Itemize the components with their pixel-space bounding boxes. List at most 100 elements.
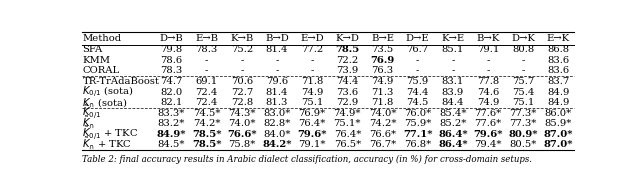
Text: 77.3*: 77.3* <box>509 109 537 118</box>
Text: 79.6*: 79.6* <box>474 130 503 139</box>
Text: K→E: K→E <box>442 34 465 43</box>
Text: -: - <box>240 56 243 65</box>
Text: -: - <box>486 56 490 65</box>
Text: 82.0: 82.0 <box>160 87 182 97</box>
Text: $\tilde{K}_{0/1}$ + TKC: $\tilde{K}_{0/1}$ + TKC <box>83 125 139 143</box>
Text: 80.8: 80.8 <box>512 45 534 54</box>
Text: 77.8: 77.8 <box>477 77 499 86</box>
Text: 85.1: 85.1 <box>442 45 464 54</box>
Text: 74.7: 74.7 <box>160 77 182 86</box>
Text: 75.1: 75.1 <box>512 98 534 107</box>
Text: 78.5*: 78.5* <box>192 140 221 149</box>
Text: 83.7: 83.7 <box>547 77 570 86</box>
Text: 85.2*: 85.2* <box>439 119 467 128</box>
Text: 80.9*: 80.9* <box>508 130 538 139</box>
Text: 74.5*: 74.5* <box>193 109 220 118</box>
Text: 75.4: 75.4 <box>512 87 534 97</box>
Text: B→K: B→K <box>476 34 500 43</box>
Text: 78.5*: 78.5* <box>192 130 221 139</box>
Text: 75.1: 75.1 <box>301 98 323 107</box>
Text: $K_{\cap}$ (sota): $K_{\cap}$ (sota) <box>83 96 128 110</box>
Text: Table 2: final accuracy results in Arabic dialect classification, accuracy (in %: Table 2: final accuracy results in Arabi… <box>83 154 532 164</box>
Text: 72.2: 72.2 <box>336 56 358 65</box>
Text: 72.7: 72.7 <box>230 87 253 97</box>
Text: 74.9: 74.9 <box>477 98 499 107</box>
Text: 83.9: 83.9 <box>442 87 464 97</box>
Text: 81.4: 81.4 <box>266 87 288 97</box>
Text: 86.4*: 86.4* <box>438 140 468 149</box>
Text: -: - <box>486 66 490 75</box>
Text: Method: Method <box>83 34 122 43</box>
Text: 83.3*: 83.3* <box>157 109 185 118</box>
Text: 76.7*: 76.7* <box>369 140 396 149</box>
Text: 77.2: 77.2 <box>301 45 323 54</box>
Text: SFA: SFA <box>83 45 103 54</box>
Text: 70.6: 70.6 <box>230 77 253 86</box>
Text: K→B: K→B <box>230 34 253 43</box>
Text: 84.5*: 84.5* <box>157 140 185 149</box>
Text: -: - <box>416 66 419 75</box>
Text: 74.5: 74.5 <box>406 98 429 107</box>
Text: 86.0*: 86.0* <box>545 109 572 118</box>
Text: 72.4: 72.4 <box>195 98 218 107</box>
Text: -: - <box>310 66 314 75</box>
Text: 74.2*: 74.2* <box>369 119 396 128</box>
Text: 78.6: 78.6 <box>161 56 182 65</box>
Text: 71.8: 71.8 <box>371 98 394 107</box>
Text: 76.4*: 76.4* <box>333 130 361 139</box>
Text: 81.4: 81.4 <box>266 45 288 54</box>
Text: 76.9: 76.9 <box>371 56 395 65</box>
Text: E→K: E→K <box>547 34 570 43</box>
Text: 82.1: 82.1 <box>160 98 182 107</box>
Text: 74.9: 74.9 <box>371 77 394 86</box>
Text: $K_{0/1}$ (sota): $K_{0/1}$ (sota) <box>83 85 134 100</box>
Text: 79.6*: 79.6* <box>298 130 327 139</box>
Text: -: - <box>275 56 278 65</box>
Text: $\tilde{K}_{\cap}$ + TKC: $\tilde{K}_{\cap}$ + TKC <box>83 136 132 154</box>
Text: 85.4*: 85.4* <box>439 109 467 118</box>
Text: 78.3: 78.3 <box>195 45 218 54</box>
Text: 73.9: 73.9 <box>336 66 358 75</box>
Text: TR-TrAdaBoost: TR-TrAdaBoost <box>83 77 159 86</box>
Text: 84.9: 84.9 <box>547 87 570 97</box>
Text: -: - <box>310 56 314 65</box>
Text: 75.8*: 75.8* <box>228 140 255 149</box>
Text: 82.8*: 82.8* <box>263 119 291 128</box>
Text: B→D: B→D <box>265 34 289 43</box>
Text: 84.4: 84.4 <box>442 98 464 107</box>
Text: 79.6: 79.6 <box>266 77 288 86</box>
Text: -: - <box>522 66 525 75</box>
Text: -: - <box>522 56 525 65</box>
Text: 74.9*: 74.9* <box>333 109 361 118</box>
Text: E→D: E→D <box>300 34 324 43</box>
Text: -: - <box>451 66 454 75</box>
Text: 77.6*: 77.6* <box>474 109 502 118</box>
Text: 74.0*: 74.0* <box>228 119 255 128</box>
Text: CORAL: CORAL <box>83 66 120 75</box>
Text: 83.6: 83.6 <box>547 66 570 75</box>
Text: 75.9: 75.9 <box>406 77 429 86</box>
Text: $\tilde{K}_{\cap}$: $\tilde{K}_{\cap}$ <box>83 115 95 132</box>
Text: -: - <box>275 66 278 75</box>
Text: 72.9: 72.9 <box>336 98 358 107</box>
Text: 74.9: 74.9 <box>301 87 323 97</box>
Text: 84.9: 84.9 <box>547 98 570 107</box>
Text: 80.5*: 80.5* <box>509 140 537 149</box>
Text: 72.4: 72.4 <box>195 87 218 97</box>
Text: 69.1: 69.1 <box>195 77 218 86</box>
Text: D→K: D→K <box>511 34 535 43</box>
Text: KMM: KMM <box>83 56 111 65</box>
Text: 78.3: 78.3 <box>160 66 182 75</box>
Text: 73.6: 73.6 <box>336 87 358 97</box>
Text: 74.4: 74.4 <box>406 87 429 97</box>
Text: $\tilde{K}_{0/1}$: $\tilde{K}_{0/1}$ <box>83 104 102 122</box>
Text: 77.1*: 77.1* <box>403 130 433 139</box>
Text: 83.0*: 83.0* <box>263 109 291 118</box>
Text: 75.1*: 75.1* <box>333 119 361 128</box>
Text: K→D: K→D <box>335 34 359 43</box>
Text: -: - <box>205 56 208 65</box>
Text: 76.4*: 76.4* <box>298 119 326 128</box>
Text: 76.5*: 76.5* <box>333 140 361 149</box>
Text: -: - <box>240 66 243 75</box>
Text: 83.2*: 83.2* <box>157 119 185 128</box>
